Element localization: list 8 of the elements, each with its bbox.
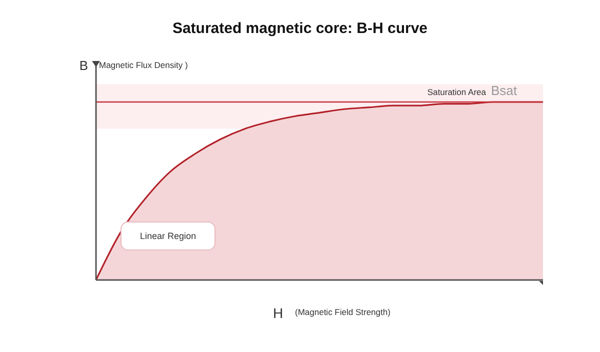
y-axis-title: B	[79, 58, 88, 73]
text: Magnetic Flux Density )	[99, 60, 188, 70]
text: (Magnetic Field Strength)	[295, 307, 391, 317]
band-label: Saturation Area	[427, 87, 486, 97]
x-axis-title: H	[272, 305, 284, 321]
chart-title: Saturated magnetic core: B-H curve	[172, 20, 428, 37]
ref-line-label: Bsat	[491, 83, 518, 98]
annotation: Linear Region	[140, 231, 196, 241]
